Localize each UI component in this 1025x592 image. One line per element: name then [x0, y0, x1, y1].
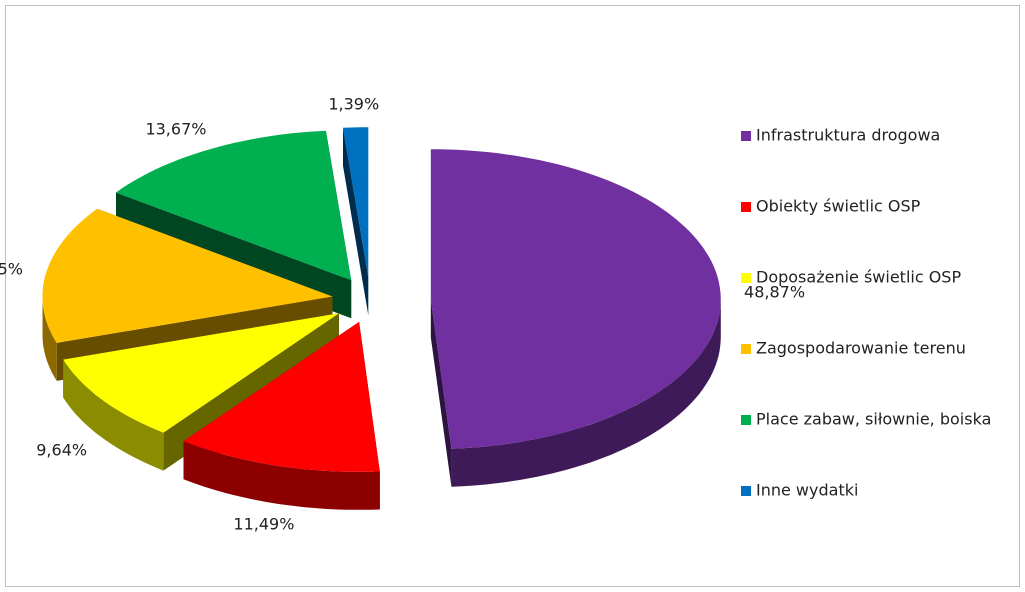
slice — [343, 127, 369, 316]
legend-swatch — [741, 202, 751, 212]
legend-label: Zagospodarowanie terenu — [756, 339, 966, 358]
slice-top — [183, 321, 380, 472]
legend-label: Place zabaw, siłownie, boiska — [756, 410, 991, 429]
legend-label: Obiekty świetlic OSP — [756, 197, 921, 216]
legend-swatch — [741, 273, 751, 283]
slice-wall — [430, 299, 452, 487]
slice-top — [42, 208, 333, 343]
slice-wall — [343, 127, 369, 316]
slice-top — [430, 149, 721, 449]
slice-side — [42, 296, 57, 381]
legend-swatch — [741, 486, 751, 496]
slice — [430, 149, 721, 487]
data-label: 1,39% — [328, 94, 379, 113]
legend-swatch — [741, 415, 751, 425]
data-label: 13,67% — [145, 120, 206, 139]
slice-top — [116, 130, 352, 281]
data-label: 9,64% — [36, 441, 87, 460]
slice — [183, 321, 380, 510]
data-label: 11,49% — [233, 515, 294, 534]
slice-side — [63, 359, 164, 471]
data-label: 48,87% — [744, 283, 805, 302]
legend-label: Infrastruktura drogowa — [756, 126, 940, 145]
slice-top — [63, 313, 339, 433]
slice-side — [183, 441, 380, 510]
slice-top — [343, 127, 369, 278]
legend-swatch — [741, 131, 751, 141]
legend-swatch — [741, 344, 751, 354]
slice-side — [451, 299, 721, 487]
data-label: 14,95% — [0, 259, 23, 278]
legend-label: Doposażenie świetlic OSP — [756, 268, 961, 287]
legend-label: Inne wydatki — [756, 481, 858, 500]
